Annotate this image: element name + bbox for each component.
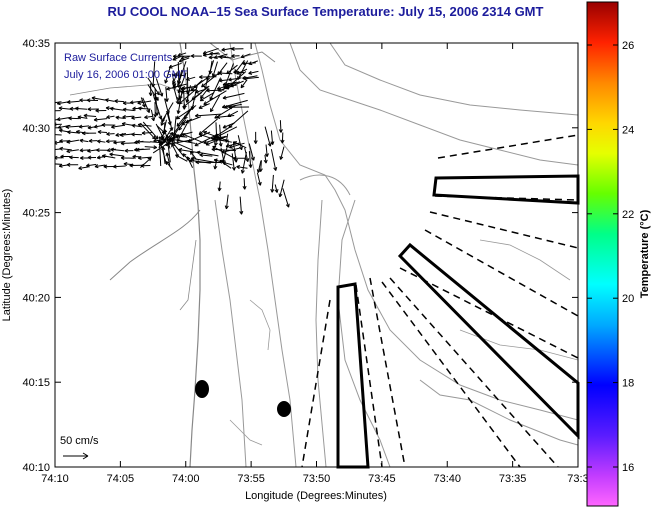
station-dot [195,380,209,398]
x-tick-label: 74:10 [41,473,69,485]
colorbar-tick-label: 16 [622,462,634,474]
y-tick-label: 40:35 [22,38,50,50]
colorbar-tick-label: 24 [622,124,634,136]
x-axis: 74:10 74:05 74:00 73:55 73:50 73:45 73:40 73:35… [41,43,589,485]
y-tick-label: 40:30 [22,123,50,135]
x-tick-label: 73:45 [368,473,396,485]
colorbar-tick-label: 26 [622,40,634,52]
y-tick-label: 40:25 [22,208,50,220]
x-tick-label: 74:00 [172,473,200,485]
plot-area [55,43,578,467]
radial-lines [301,134,579,468]
bathymetry-contours [69,43,578,467]
x-tick-label: 73:3 [567,473,588,485]
y-axis-label: Latitude (Degrees:Minutes) [1,189,13,322]
colorbar [586,1,619,507]
colorbar-tick-label: 20 [622,293,634,305]
colorbar-ticks: 26 24 22 20 18 16 [587,40,634,474]
current-vectors [55,46,290,215]
x-tick-label: 73:35 [499,473,527,485]
x-tick-label: 74:05 [107,473,135,485]
colorbar-tick-label: 18 [622,378,634,390]
y-tick-label: 40:10 [22,462,50,474]
x-axis-label: Longitude (Degrees:Minutes) [245,490,387,502]
x-tick-label: 73:50 [303,473,331,485]
y-tick-label: 40:15 [22,377,50,389]
x-tick-label: 73:55 [237,473,265,485]
colorbar-tick-label: 22 [622,209,634,221]
x-tick-label: 73:40 [433,473,461,485]
y-axis: 40:35 40:30 40:25 40:20 40:15 40:10 [22,38,578,474]
coastline [179,43,201,467]
legend-line-1: Raw Surface Currents [64,52,173,64]
station-dot [277,401,291,417]
scale-label: 50 cm/s [60,435,99,447]
y-tick-label: 40:20 [22,292,50,304]
map-title: RU COOL NOAA–15 Sea Surface Temperature:… [107,4,544,19]
river-outline [109,209,201,281]
colorbar-label: Temperature (°C) [639,209,651,298]
legend-line-2: July 16, 2006 01:00 GMT [64,69,188,81]
